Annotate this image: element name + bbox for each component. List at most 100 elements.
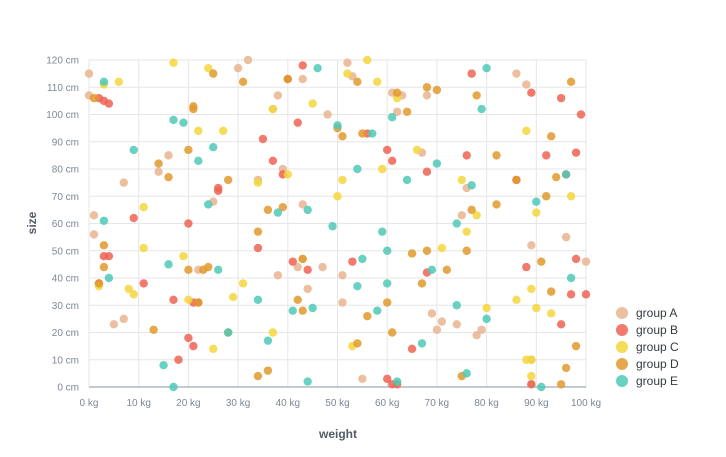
point-group-B: [383, 374, 392, 384]
point-group-E: [169, 115, 178, 125]
point-group-E: [129, 145, 138, 155]
legend-marker-group-B: [616, 324, 628, 336]
point-group-B: [556, 93, 566, 103]
legend-label-group-C: group C: [636, 340, 679, 354]
point-group-D: [238, 77, 248, 87]
point-group-A: [323, 110, 332, 119]
point-group-C: [204, 63, 213, 73]
point-group-A: [109, 320, 119, 329]
y-tick-label: 90 cm: [52, 137, 79, 148]
y-tick-label: 80 cm: [52, 165, 79, 176]
point-group-C: [373, 77, 382, 87]
legend-label-group-A: group A: [636, 306, 677, 320]
point-group-B: [298, 61, 307, 70]
point-group-A: [298, 74, 307, 84]
point-group-B: [184, 333, 193, 343]
point-group-A: [432, 325, 442, 334]
point-group-D: [417, 279, 427, 288]
grid: [88, 59, 587, 388]
point-group-E: [99, 216, 109, 225]
point-group-B: [184, 219, 193, 228]
point-group-A: [89, 211, 99, 220]
point-group-C: [343, 69, 352, 78]
point-group-B: [422, 167, 432, 176]
y-tick-label: 20 cm: [52, 328, 79, 339]
x-tick-label: 100 kg: [571, 398, 601, 409]
point-group-E: [353, 281, 362, 291]
point-group-E: [223, 328, 233, 337]
point-group-D: [422, 246, 432, 255]
point-group-C: [184, 295, 193, 304]
legend: group A group B group C group D group E: [616, 306, 679, 388]
point-group-E: [432, 159, 442, 168]
y-tick-label: 50 cm: [52, 246, 79, 257]
x-tick-label: 30 kg: [226, 398, 250, 409]
point-group-A: [427, 309, 437, 318]
point-group-E: [164, 260, 173, 269]
point-group-A: [243, 55, 253, 65]
point-group-D: [571, 341, 581, 351]
point-group-D: [263, 205, 273, 215]
point-group-D: [387, 328, 397, 337]
y-tick-label: 40 cm: [52, 274, 79, 285]
point-group-D: [402, 107, 412, 116]
point-group-D: [204, 262, 213, 272]
point-group-E: [537, 382, 546, 392]
point-group-B: [571, 254, 581, 264]
point-group-C: [333, 192, 342, 201]
point-group-C: [462, 227, 471, 236]
point-group-C: [527, 284, 536, 294]
point-group-B: [527, 88, 536, 97]
point-group-E: [532, 197, 541, 206]
point-group-D: [547, 132, 556, 141]
point-group-B: [542, 151, 551, 160]
point-group-D: [556, 380, 566, 389]
point-group-D: [189, 104, 198, 114]
point-group-E: [263, 336, 273, 345]
point-group-B: [253, 243, 263, 253]
point-group-D: [407, 249, 417, 258]
point-group-A: [293, 262, 302, 272]
y-tick-label: 110 cm: [47, 83, 79, 94]
point-group-D: [353, 339, 362, 348]
data-points: [84, 55, 591, 392]
point-group-C: [179, 252, 188, 261]
point-group-E: [179, 118, 188, 127]
y-axis-title: size: [25, 211, 39, 234]
point-group-D: [422, 83, 432, 92]
point-group-D: [283, 74, 292, 84]
point-group-D: [492, 151, 501, 160]
point-group-C: [253, 178, 263, 187]
point-group-E: [313, 63, 322, 73]
y-tick-label: 120 cm: [46, 56, 79, 67]
y-tick-label: 60 cm: [52, 219, 79, 230]
point-group-A: [318, 262, 327, 272]
point-group-C: [522, 126, 531, 136]
point-group-D: [442, 265, 452, 275]
point-group-B: [174, 355, 183, 364]
point-group-A: [527, 241, 536, 250]
point-group-D: [542, 192, 551, 201]
point-group-D: [566, 77, 576, 87]
point-group-D: [209, 69, 218, 78]
point-group-E: [402, 175, 412, 185]
point-group-B: [268, 156, 278, 166]
point-group-D: [94, 279, 104, 288]
point-group-C: [338, 175, 347, 185]
point-group-E: [462, 369, 471, 378]
point-group-A: [273, 271, 283, 280]
point-group-D: [194, 298, 203, 307]
point-group-B: [169, 295, 178, 304]
point-group-D: [537, 257, 546, 266]
point-group-E: [204, 200, 213, 209]
point-group-D: [99, 262, 109, 272]
x-tick-label: 80 kg: [474, 398, 498, 409]
point-group-C: [218, 126, 228, 136]
point-group-E: [209, 143, 218, 152]
point-group-A: [437, 317, 447, 326]
point-group-C: [363, 55, 372, 65]
point-group-A: [477, 325, 486, 334]
point-group-B: [581, 290, 591, 299]
point-group-C: [308, 99, 317, 108]
